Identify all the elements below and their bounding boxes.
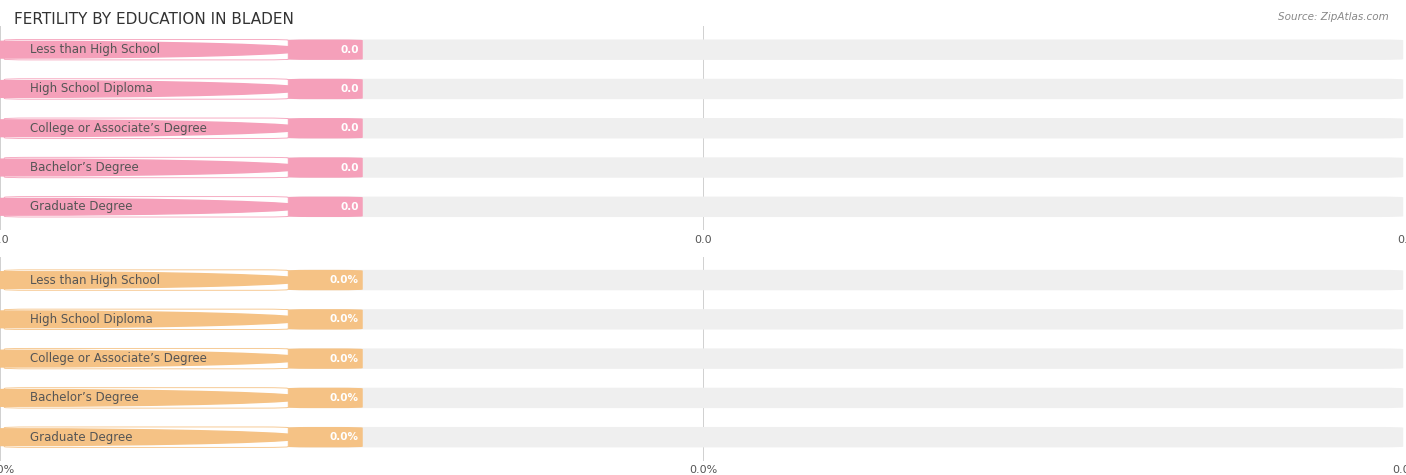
Text: 0.0: 0.0 xyxy=(340,45,359,55)
FancyBboxPatch shape xyxy=(4,118,288,139)
Text: 0.0%: 0.0% xyxy=(329,393,359,403)
FancyBboxPatch shape xyxy=(285,197,363,217)
FancyBboxPatch shape xyxy=(4,157,288,178)
Text: Source: ZipAtlas.com: Source: ZipAtlas.com xyxy=(1278,12,1389,22)
FancyBboxPatch shape xyxy=(285,39,1403,60)
FancyBboxPatch shape xyxy=(285,157,363,178)
Circle shape xyxy=(0,41,309,58)
Text: 0.0: 0.0 xyxy=(340,84,359,94)
Text: 0.0%: 0.0% xyxy=(329,432,359,442)
FancyBboxPatch shape xyxy=(285,309,1403,330)
FancyBboxPatch shape xyxy=(285,118,1403,139)
FancyBboxPatch shape xyxy=(285,349,363,369)
FancyBboxPatch shape xyxy=(285,309,363,330)
FancyBboxPatch shape xyxy=(4,79,288,99)
Text: Bachelor’s Degree: Bachelor’s Degree xyxy=(30,161,138,174)
FancyBboxPatch shape xyxy=(285,79,1403,99)
Circle shape xyxy=(0,350,309,367)
FancyBboxPatch shape xyxy=(285,197,1403,217)
FancyBboxPatch shape xyxy=(285,388,1403,408)
FancyBboxPatch shape xyxy=(285,427,1403,447)
FancyBboxPatch shape xyxy=(285,270,363,290)
Circle shape xyxy=(0,390,309,406)
FancyBboxPatch shape xyxy=(285,39,363,60)
FancyBboxPatch shape xyxy=(285,157,1403,178)
Text: High School Diploma: High School Diploma xyxy=(30,313,152,326)
FancyBboxPatch shape xyxy=(285,79,363,99)
Circle shape xyxy=(0,272,309,288)
FancyBboxPatch shape xyxy=(4,197,288,217)
FancyBboxPatch shape xyxy=(285,427,363,447)
FancyBboxPatch shape xyxy=(285,388,363,408)
Circle shape xyxy=(0,311,309,328)
Text: FERTILITY BY EDUCATION IN BLADEN: FERTILITY BY EDUCATION IN BLADEN xyxy=(14,12,294,27)
FancyBboxPatch shape xyxy=(4,388,288,408)
Text: 0.0%: 0.0% xyxy=(329,275,359,285)
Circle shape xyxy=(0,159,309,176)
FancyBboxPatch shape xyxy=(285,270,1403,290)
FancyBboxPatch shape xyxy=(4,309,288,330)
Text: Less than High School: Less than High School xyxy=(30,43,159,56)
Text: 0.0: 0.0 xyxy=(340,202,359,212)
Text: 0.0%: 0.0% xyxy=(329,314,359,324)
Circle shape xyxy=(0,199,309,215)
Text: Bachelor’s Degree: Bachelor’s Degree xyxy=(30,391,138,404)
Text: College or Associate’s Degree: College or Associate’s Degree xyxy=(30,122,207,135)
Circle shape xyxy=(0,120,309,137)
Text: 0.0: 0.0 xyxy=(340,123,359,133)
Circle shape xyxy=(0,429,309,446)
Text: High School Diploma: High School Diploma xyxy=(30,83,152,95)
FancyBboxPatch shape xyxy=(285,118,363,139)
Text: Graduate Degree: Graduate Degree xyxy=(30,200,132,213)
Text: 0.0%: 0.0% xyxy=(329,353,359,364)
FancyBboxPatch shape xyxy=(4,39,288,60)
Text: Graduate Degree: Graduate Degree xyxy=(30,431,132,444)
FancyBboxPatch shape xyxy=(285,349,1403,369)
Circle shape xyxy=(0,81,309,97)
FancyBboxPatch shape xyxy=(4,427,288,447)
FancyBboxPatch shape xyxy=(4,270,288,290)
Text: College or Associate’s Degree: College or Associate’s Degree xyxy=(30,352,207,365)
Text: 0.0: 0.0 xyxy=(340,162,359,172)
FancyBboxPatch shape xyxy=(4,349,288,369)
Text: Less than High School: Less than High School xyxy=(30,274,159,286)
